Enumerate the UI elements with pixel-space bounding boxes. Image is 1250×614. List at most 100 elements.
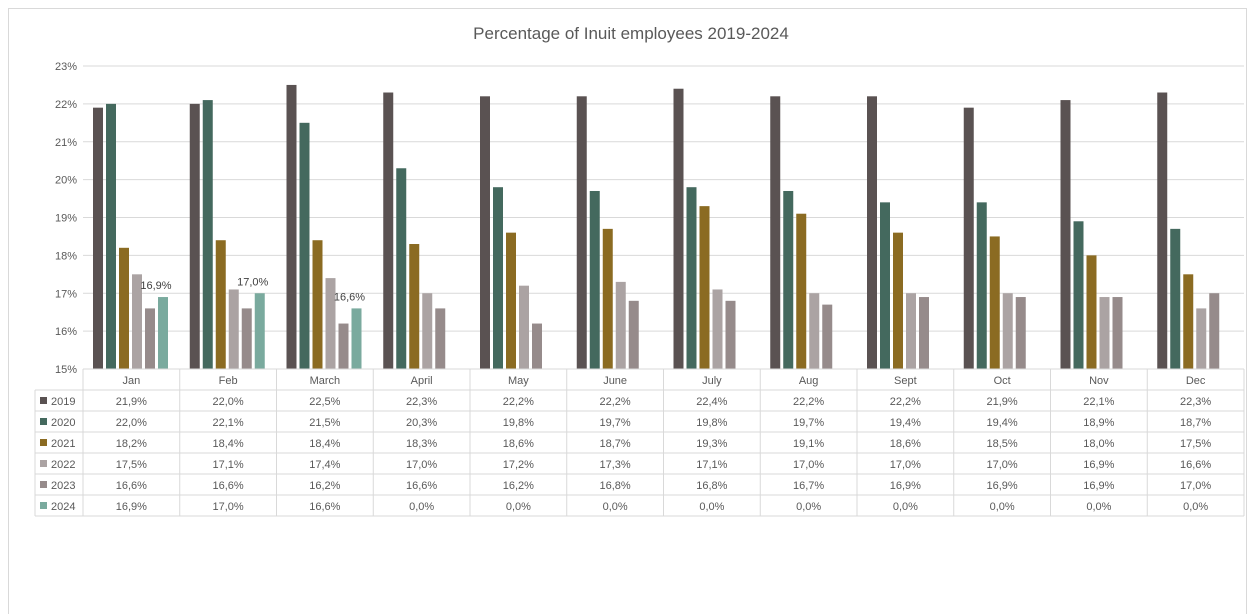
table-cell: 16,8% <box>696 480 727 492</box>
table-cell: 16,2% <box>503 480 534 492</box>
bar-2020-march <box>299 122 310 369</box>
y-tick-label: 18% <box>55 250 77 262</box>
chart-svg: Percentage of Inuit employees 2019-2024 … <box>34 24 1245 517</box>
table-cell: 16,6% <box>116 480 147 492</box>
bar-2023-may <box>532 323 542 369</box>
table-cell: 0,0% <box>603 501 628 513</box>
bar-2019-feb <box>189 103 200 369</box>
bar-2023-june <box>628 300 639 369</box>
table-cell: 17,5% <box>1180 438 1211 450</box>
bar-2022-sept <box>906 293 916 369</box>
category-label: Jan <box>123 375 141 387</box>
bar-2019-sept <box>867 96 877 370</box>
table-cell: 17,5% <box>116 459 147 471</box>
category-label: March <box>310 375 341 387</box>
category-label: Aug <box>799 375 819 387</box>
table-cell: 19,4% <box>987 417 1018 429</box>
bar-2019-june <box>576 96 587 370</box>
table-cell: 16,9% <box>987 480 1018 492</box>
table-cell: 22,3% <box>1180 396 1211 408</box>
bar-2020-april <box>396 168 407 369</box>
bar-2021-nov <box>1086 255 1097 369</box>
bar-2021-march <box>312 240 323 369</box>
table-cell: 18,4% <box>213 438 244 450</box>
table-cell: 22,1% <box>213 417 244 429</box>
gridlines <box>83 65 1244 370</box>
bar-2023-dec <box>1209 293 1220 369</box>
bar-2020-jan <box>106 103 116 369</box>
bar-2019-aug <box>770 96 781 370</box>
table-cell: 21,5% <box>309 417 340 429</box>
bar-2022-march <box>325 278 336 369</box>
table-cell: 19,1% <box>793 438 824 450</box>
bar-2022-may <box>519 285 529 369</box>
table-cell: 0,0% <box>409 501 434 513</box>
table-cell: 17,0% <box>213 501 244 513</box>
table-cell: 19,7% <box>600 417 631 429</box>
table-cell: 22,2% <box>600 396 631 408</box>
table-cell: 16,6% <box>1180 459 1211 471</box>
table-cell: 19,4% <box>890 417 921 429</box>
bar-2021-may <box>506 232 516 369</box>
category-label: Oct <box>994 375 1011 387</box>
y-tick-label: 16% <box>55 326 77 338</box>
legend-swatch-2023 <box>40 481 47 488</box>
category-label: May <box>508 375 529 387</box>
bar-2019-dec <box>1157 92 1168 369</box>
y-tick-label: 20% <box>55 175 77 187</box>
legend-swatch-2024 <box>40 502 47 509</box>
table-cell: 18,6% <box>890 438 921 450</box>
bar-2023-nov <box>1112 297 1123 369</box>
table-cell: 17,0% <box>890 459 921 471</box>
table-cell: 0,0% <box>893 501 918 513</box>
bar-2022-april <box>422 293 433 369</box>
table-cell: 19,8% <box>696 417 727 429</box>
y-tick-label: 19% <box>55 213 77 225</box>
data-label: 17,0% <box>237 276 268 288</box>
table-cell: 18,7% <box>1180 417 1211 429</box>
legend-swatch-2021 <box>40 439 47 446</box>
legend-label: 2022 <box>51 459 75 471</box>
table-cell: 22,2% <box>890 396 921 408</box>
table-cell: 16,7% <box>793 480 824 492</box>
table-cell: 16,6% <box>406 480 437 492</box>
bar-2020-aug <box>783 190 794 369</box>
table-cell: 18,7% <box>600 438 631 450</box>
bar-2022-aug <box>809 293 820 369</box>
y-tick-label: 15% <box>55 364 77 376</box>
bar-2021-aug <box>796 213 807 369</box>
table-cell: 16,9% <box>1083 480 1114 492</box>
chart-area: Percentage of Inuit employees 2019-2024 … <box>8 8 1247 614</box>
table-cell: 21,9% <box>987 396 1018 408</box>
bar-2023-feb <box>241 308 252 369</box>
category-label: July <box>702 375 722 387</box>
bar-2021-june <box>602 228 613 369</box>
table-cell: 16,6% <box>213 480 244 492</box>
table-cell: 18,4% <box>309 438 340 450</box>
bar-2021-jan <box>119 247 129 369</box>
y-axis-ticks: 15% 16% 17% 18% 19% 20% 21% 22% 23% <box>55 61 77 376</box>
legend-label: 2024 <box>51 501 75 513</box>
table-cell: 22,2% <box>793 396 824 408</box>
category-label: April <box>411 375 433 387</box>
legend-swatch-2020 <box>40 418 47 425</box>
bar-2022-june <box>615 281 626 369</box>
bar-2022-jan <box>132 274 142 369</box>
legend-label: 2019 <box>51 396 75 408</box>
table-cell: 18,5% <box>987 438 1018 450</box>
table-cell: 17,1% <box>213 459 244 471</box>
table-cell: 0,0% <box>699 501 724 513</box>
bar-2023-aug <box>822 304 833 369</box>
legend-label: 2023 <box>51 480 75 492</box>
bar-2020-may <box>493 187 503 369</box>
category-label: Nov <box>1089 375 1109 387</box>
bars <box>93 84 1220 370</box>
table-cell: 17,1% <box>696 459 727 471</box>
table-cell: 18,0% <box>1083 438 1114 450</box>
y-tick-label: 23% <box>55 61 77 73</box>
bar-2024-march <box>351 308 362 369</box>
bar-2023-july <box>725 300 736 369</box>
table-cell: 16,9% <box>890 480 921 492</box>
table-cell: 17,0% <box>1180 480 1211 492</box>
bar-2019-march <box>286 84 297 369</box>
